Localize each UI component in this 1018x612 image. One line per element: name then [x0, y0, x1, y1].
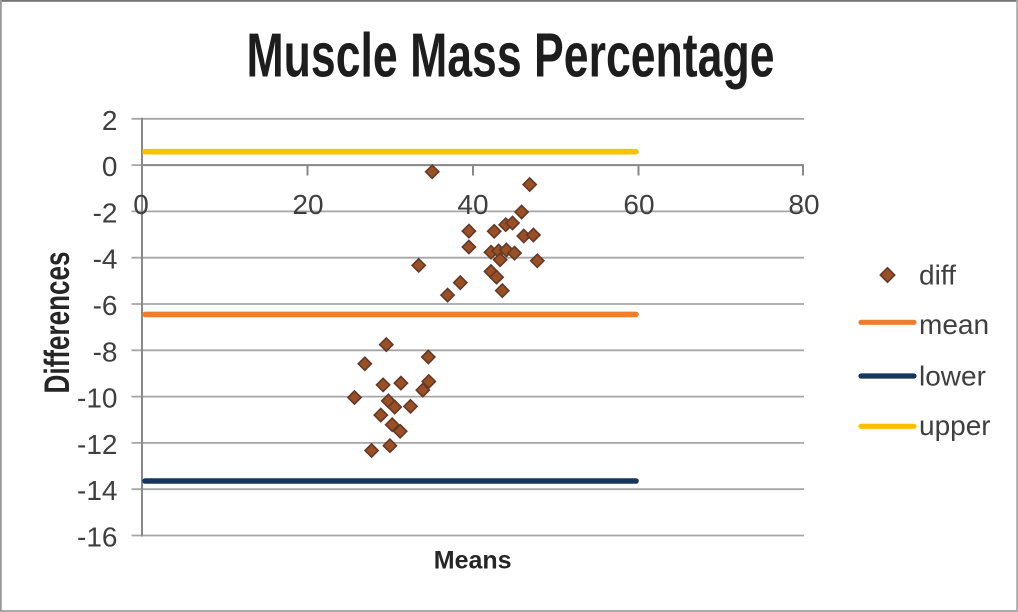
svg-text:-4: -4 [93, 244, 118, 275]
svg-text:Muscle Mass Percentage: Muscle Mass Percentage [247, 22, 775, 91]
svg-text:80: 80 [788, 189, 819, 220]
svg-text:0: 0 [102, 151, 118, 182]
svg-text:40: 40 [457, 189, 488, 220]
svg-text:-16: -16 [77, 522, 117, 553]
svg-text:lower: lower [919, 361, 986, 392]
svg-text:mean: mean [919, 309, 989, 340]
svg-text:-6: -6 [93, 290, 118, 321]
svg-text:-12: -12 [77, 429, 117, 460]
svg-text:0: 0 [133, 189, 149, 220]
svg-text:upper: upper [919, 410, 991, 441]
svg-text:20: 20 [292, 189, 323, 220]
svg-text:-10: -10 [77, 383, 117, 414]
svg-text:Differences: Differences [38, 252, 77, 394]
svg-text:-2: -2 [93, 197, 118, 228]
svg-text:diff: diff [919, 260, 956, 291]
svg-text:-14: -14 [77, 475, 117, 506]
svg-text:2: 2 [102, 105, 118, 136]
svg-text:Means: Means [434, 547, 512, 575]
svg-text:60: 60 [623, 189, 654, 220]
svg-text:-8: -8 [93, 336, 118, 367]
